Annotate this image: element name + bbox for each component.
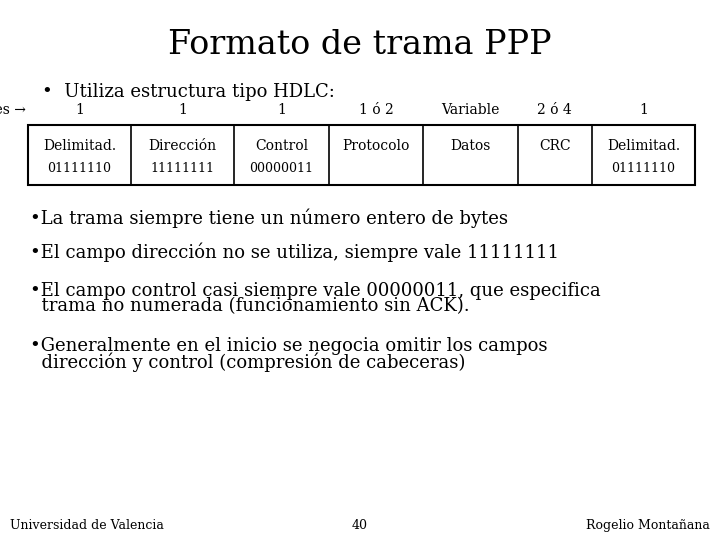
Bar [28, 125, 695, 185]
Text: 40: 40 [352, 519, 368, 532]
Text: 1 ó 2: 1 ó 2 [359, 103, 393, 117]
Text: dirección y control (compresión de cabeceras): dirección y control (compresión de cabec… [30, 352, 465, 372]
Text: Formato de trama PPP: Formato de trama PPP [168, 29, 552, 61]
Text: 1: 1 [179, 103, 187, 117]
Text: Bytes →: Bytes → [0, 103, 26, 117]
Text: •El campo control casi siempre vale 00000011, que especifica: •El campo control casi siempre vale 0000… [30, 282, 600, 300]
Text: Variable: Variable [441, 103, 500, 117]
Text: trama no numerada (funcionamiento sin ACK).: trama no numerada (funcionamiento sin AC… [30, 297, 469, 315]
Text: 1: 1 [75, 103, 84, 117]
Text: Delimitad.: Delimitad. [607, 139, 680, 153]
Text: Rogelio Montañana: Rogelio Montañana [586, 519, 710, 532]
Text: •  Utiliza estructura tipo HDLC:: • Utiliza estructura tipo HDLC: [42, 83, 335, 101]
Text: 1: 1 [277, 103, 286, 117]
Text: •La trama siempre tiene un número entero de bytes: •La trama siempre tiene un número entero… [30, 208, 508, 227]
Text: Control: Control [255, 139, 308, 153]
Text: Universidad de Valencia: Universidad de Valencia [10, 519, 164, 532]
Text: 01111110: 01111110 [611, 161, 675, 175]
Text: 2 ó 4: 2 ó 4 [537, 103, 572, 117]
Text: Protocolo: Protocolo [342, 139, 410, 153]
Text: •El campo dirección no se utiliza, siempre vale 11111111: •El campo dirección no se utiliza, siemp… [30, 242, 559, 261]
Text: CRC: CRC [539, 139, 570, 153]
Text: 00000011: 00000011 [250, 161, 313, 175]
Text: 11111111: 11111111 [150, 161, 215, 175]
Text: Dirección: Dirección [148, 139, 217, 153]
Text: 1: 1 [639, 103, 648, 117]
Text: Delimitad.: Delimitad. [43, 139, 116, 153]
Text: •Generalmente en el inicio se negocia omitir los campos: •Generalmente en el inicio se negocia om… [30, 337, 547, 355]
Text: Datos: Datos [450, 139, 490, 153]
Text: 01111110: 01111110 [48, 161, 112, 175]
